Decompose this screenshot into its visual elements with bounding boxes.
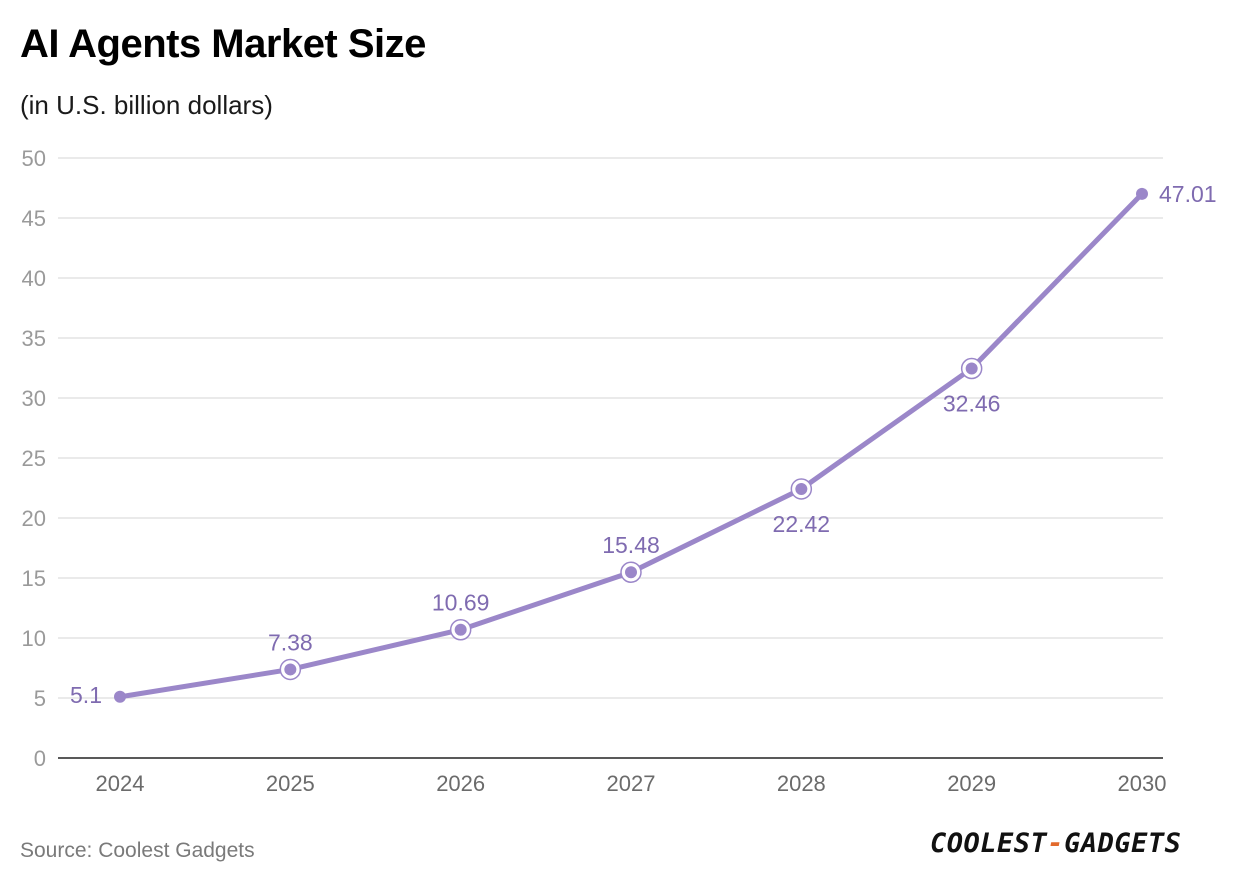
data-label: 15.48 — [602, 532, 660, 558]
data-label: 10.69 — [432, 590, 490, 616]
source-note: Source: Coolest Gadgets — [20, 839, 255, 862]
y-tick-label: 50 — [22, 146, 46, 171]
data-label: 22.42 — [773, 511, 831, 537]
brand-logo: COOLEST-GADGETS — [930, 828, 1192, 866]
y-tick-label: 20 — [22, 506, 46, 531]
data-point — [965, 362, 978, 375]
y-tick-label: 0 — [34, 746, 46, 771]
y-tick-label: 25 — [22, 446, 46, 471]
x-tick-label: 2024 — [96, 771, 145, 796]
y-tick-label: 40 — [22, 266, 46, 291]
y-tick-label: 15 — [22, 566, 46, 591]
chart-title: AI Agents Market Size — [20, 22, 426, 66]
series-line — [117, 191, 1145, 700]
x-tick-label: 2029 — [947, 771, 996, 796]
y-tick-label: 30 — [22, 386, 46, 411]
brand-logo-left: COOLEST — [930, 828, 1048, 859]
x-tick-label: 2028 — [777, 771, 826, 796]
y-tick-label: 5 — [34, 686, 46, 711]
data-point — [795, 482, 808, 495]
x-tick-label: 2030 — [1118, 771, 1167, 796]
data-point — [1136, 187, 1148, 200]
brand-logo-dash: - — [1047, 828, 1065, 859]
x-tick-label: 2026 — [436, 771, 485, 796]
data-label: 47.01 — [1159, 181, 1217, 207]
data-label: 5.1 — [70, 682, 102, 708]
data-point — [625, 566, 637, 579]
chart-subtitle: (in U.S. billion dollars) — [20, 90, 273, 120]
data-label: 32.46 — [943, 390, 1001, 416]
data-point — [114, 690, 126, 703]
y-tick-label: 35 — [22, 326, 46, 351]
data-point — [284, 663, 297, 676]
brand-logo-right: GADGETS — [1064, 828, 1182, 859]
x-tick-label: 2025 — [266, 771, 315, 796]
y-tick-label: 10 — [22, 626, 46, 651]
data-point — [454, 623, 467, 636]
data-label: 7.38 — [268, 629, 313, 655]
y-tick-label: 45 — [22, 206, 46, 231]
x-tick-label: 2027 — [607, 771, 656, 796]
